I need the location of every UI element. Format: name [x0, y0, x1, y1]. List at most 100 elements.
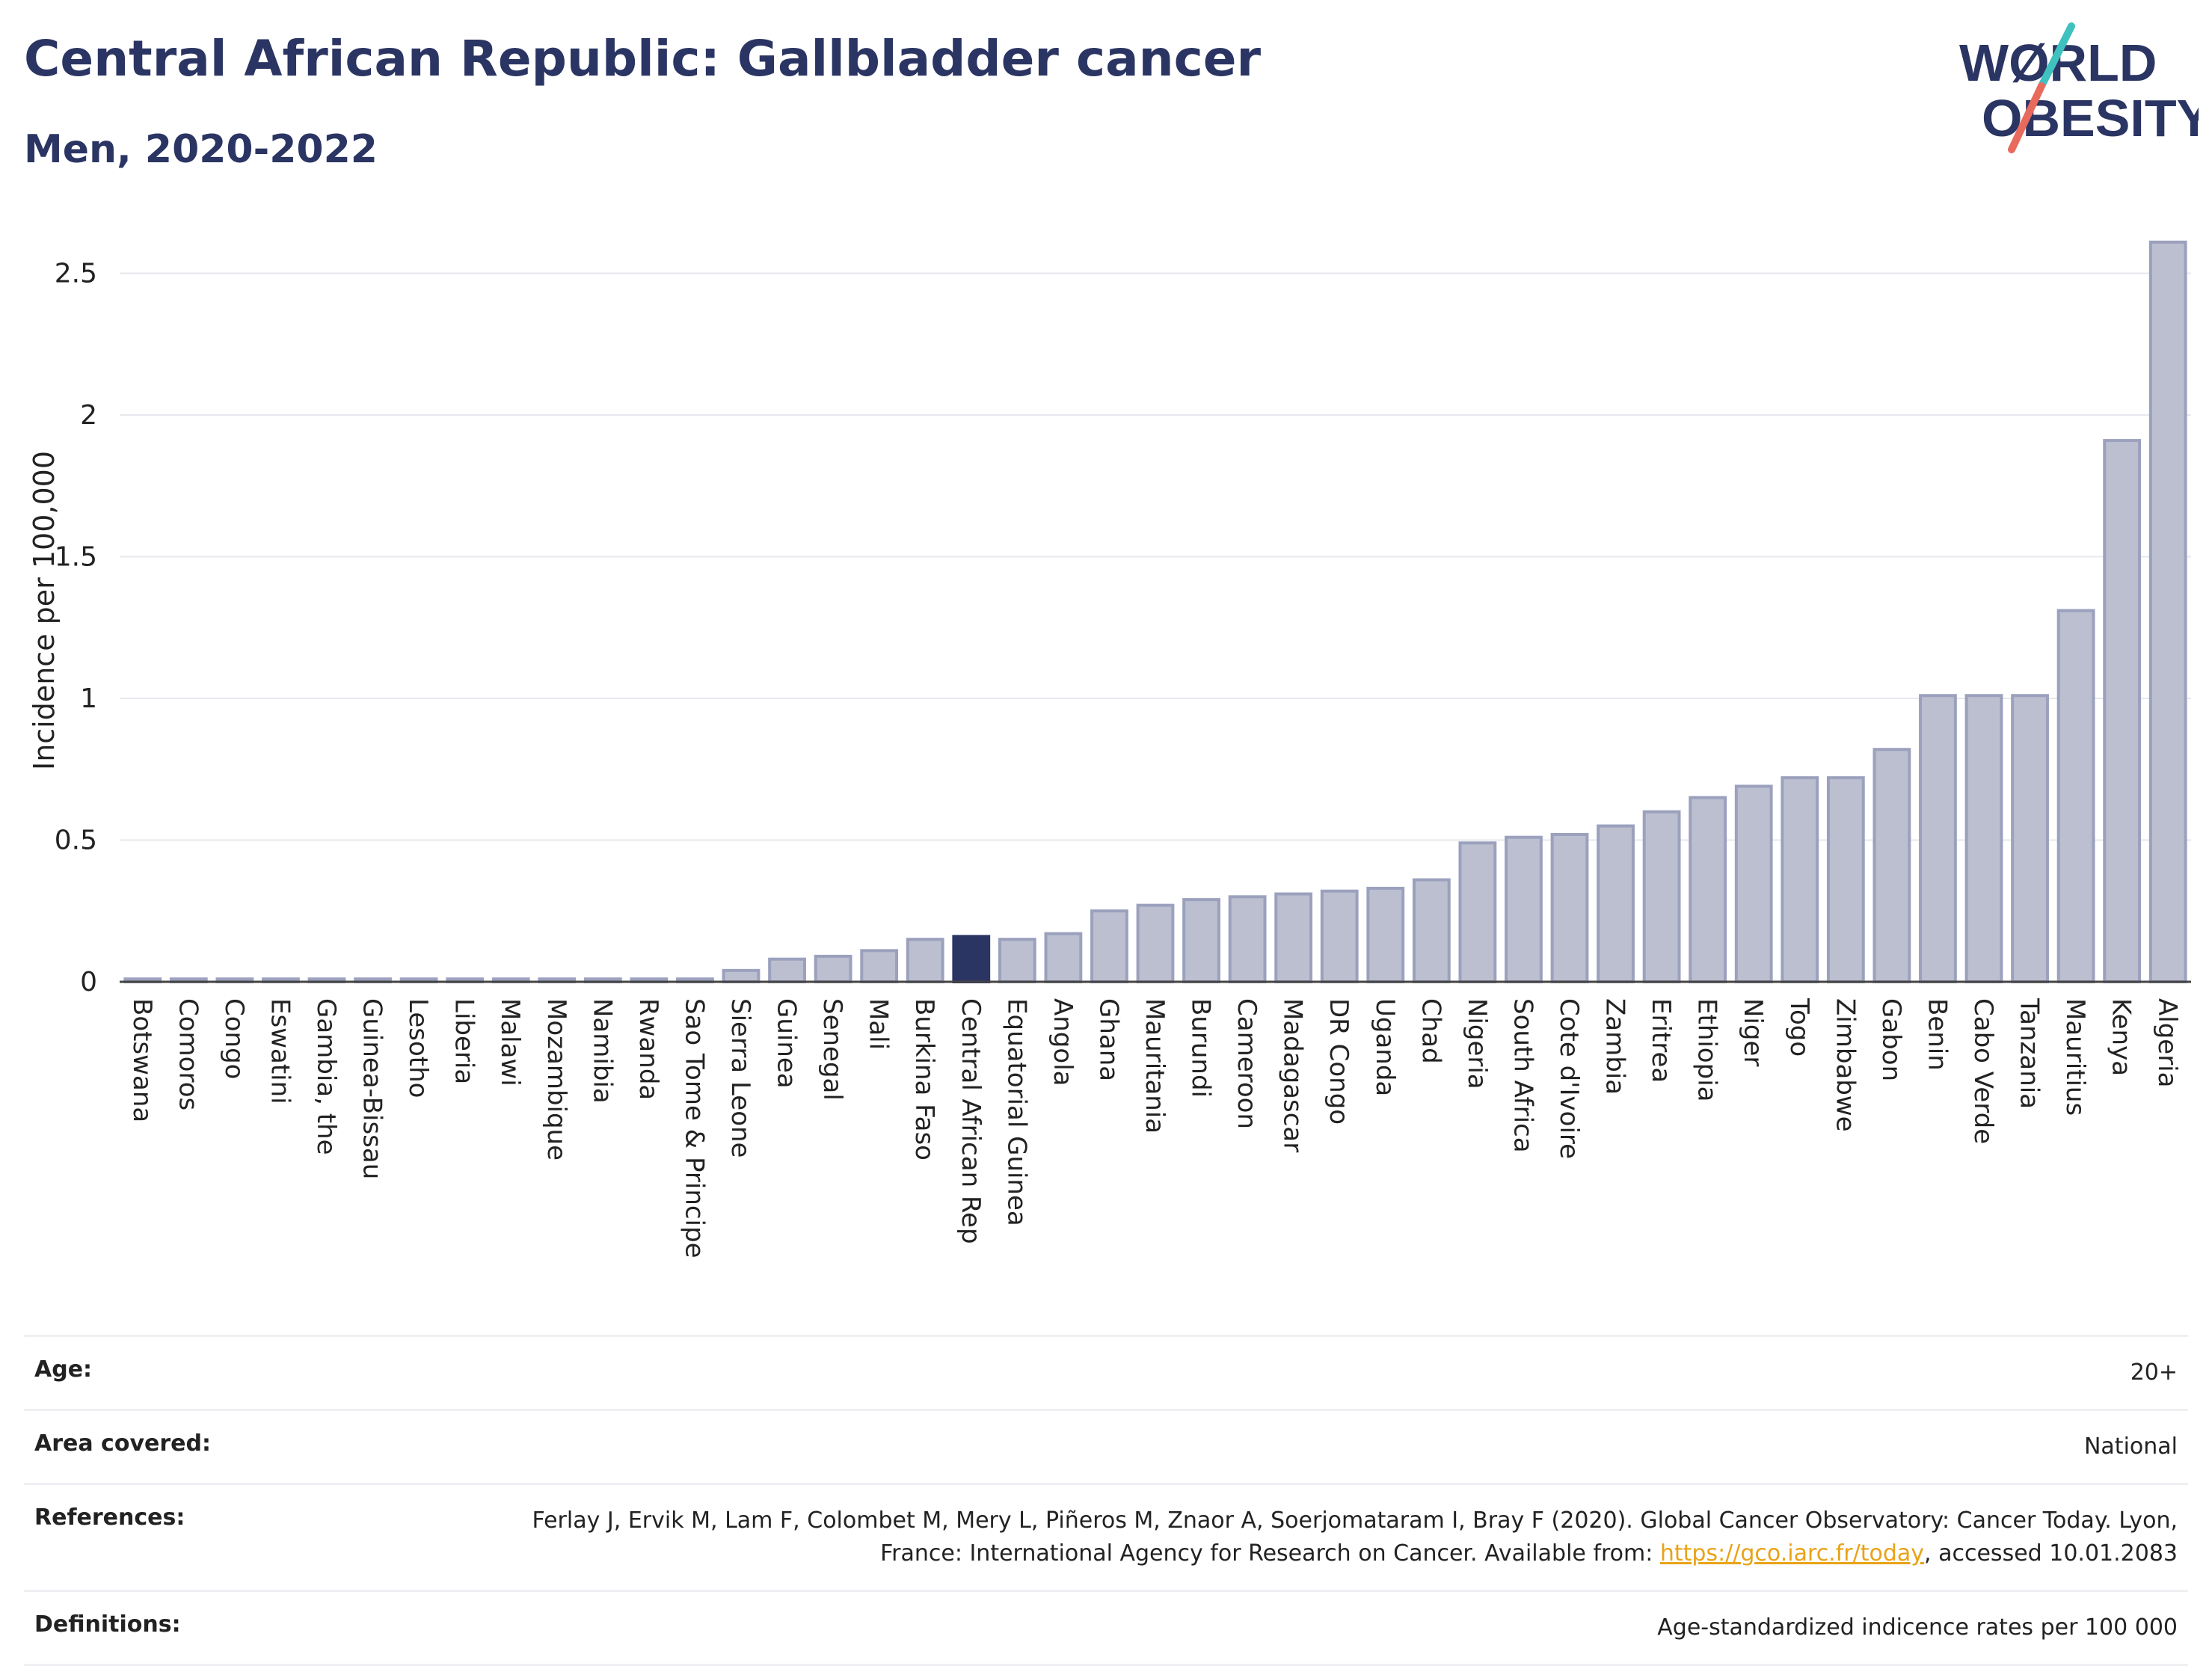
logo-slash-bottom	[2008, 82, 2045, 153]
x-tick-label: Mali	[864, 998, 894, 1050]
bar	[2148, 240, 2187, 983]
y-tick-label: 2	[80, 400, 97, 431]
logo-slash-top	[2038, 22, 2075, 90]
bar	[1781, 776, 1819, 983]
bar	[2011, 694, 2049, 983]
x-tick-label: Equatorial Guinea	[1001, 998, 1031, 1226]
x-tick-label: Rwanda	[633, 998, 663, 1100]
x-tick-label: Tanzania	[2015, 998, 2044, 1109]
bar	[1505, 835, 1543, 983]
x-tick-label: Eritrea	[1646, 998, 1676, 1083]
x-tick-label: Lesotho	[403, 998, 433, 1098]
bar	[1689, 796, 1727, 983]
x-tick-label: South Africa	[1508, 998, 1537, 1153]
page-title: Central African Republic: Gallbladder ca…	[24, 30, 1262, 87]
info-row-references: References: Ferlay J, Ervik M, Lam F, Co…	[24, 1483, 2188, 1590]
bar	[1734, 784, 1773, 983]
bar	[860, 949, 899, 984]
x-tick-label: Central African Rep	[956, 998, 986, 1244]
info-table: Age: 20+ Area covered: National Referenc…	[24, 1335, 2188, 1666]
x-tick-label: Algeria	[2152, 998, 2182, 1087]
x-tick-label: Sao Tome & Principe	[679, 998, 709, 1258]
x-tick-label: Burkina Faso	[909, 998, 939, 1161]
x-tick-label: Kenya	[2107, 998, 2136, 1076]
x-tick-label: Ghana	[1093, 998, 1123, 1081]
bar	[2056, 609, 2095, 983]
x-tick-label: Chad	[1416, 998, 1446, 1064]
x-tick-label: DR Congo	[1324, 998, 1354, 1125]
references-value: Ferlay J, Ervik M, Lam F, Colombet M, Me…	[458, 1504, 2178, 1570]
x-tick-label: Sierra Leone	[725, 998, 755, 1158]
x-tick-label: Burundi	[1186, 998, 1216, 1098]
bar	[722, 968, 761, 984]
bar	[1412, 878, 1451, 983]
references-text: Ferlay J, Ervik M, Lam F, Colombet M, Me…	[532, 1507, 2178, 1567]
x-tick-label: Togo	[1784, 998, 1814, 1057]
x-tick-label: Malawi	[495, 998, 525, 1086]
x-tick-label: Zimbabwe	[1830, 998, 1860, 1132]
bar	[1320, 889, 1359, 983]
x-tick-label: Mauritania	[1140, 998, 1170, 1134]
bar	[1550, 832, 1589, 983]
page-subtitle: Men, 2020-2022	[24, 127, 378, 172]
x-tick-label: Madagascar	[1278, 998, 1308, 1152]
x-tick-label: Eswatini	[265, 998, 295, 1104]
x-tick-label: Angola	[1048, 998, 1078, 1086]
definitions-label: Definitions:	[34, 1611, 181, 1638]
x-tick-label: Gabon	[1876, 998, 1906, 1081]
bar	[1919, 694, 1957, 983]
bar	[1964, 694, 2003, 983]
x-tick-label: Uganda	[1370, 998, 1400, 1096]
bar	[952, 935, 991, 983]
bar-chart: 0 0.5 1 1.5 2 2.5 Incidence per 100,000 Botswan…	[28, 240, 2191, 1258]
y-tick-label: 0	[80, 967, 97, 998]
age-label: Age:	[34, 1356, 93, 1383]
y-tick-label: 1.5	[55, 541, 97, 572]
bar	[1597, 824, 1635, 983]
info-row-age: Age: 20+	[24, 1335, 2188, 1409]
bar	[1136, 903, 1175, 984]
bar	[1642, 810, 1681, 984]
bar	[998, 938, 1036, 983]
bar	[1228, 895, 1267, 984]
x-tick-label: Senegal	[817, 998, 847, 1101]
x-tick-label: Guinea	[772, 998, 802, 1089]
age-value: 20+	[2130, 1359, 2178, 1386]
y-tick-label: 1	[80, 683, 97, 714]
bar	[906, 938, 944, 983]
area-label: Area covered:	[34, 1430, 211, 1457]
x-tick-label: Nigeria	[1462, 998, 1492, 1089]
x-tick-label: Mozambique	[541, 998, 571, 1161]
definitions-value: Age-standardized indicence rates per 100…	[1657, 1614, 2178, 1641]
logo-line1: WØRLD	[1959, 34, 2157, 92]
references-label: References:	[34, 1504, 185, 1531]
bar	[1366, 886, 1405, 984]
bar	[768, 957, 806, 984]
x-tick-label: Botswana	[127, 998, 157, 1122]
x-tick-label: Cameroon	[1232, 998, 1262, 1129]
bar	[2103, 439, 2142, 983]
bar	[1872, 748, 1911, 983]
bar	[1826, 776, 1865, 983]
references-link[interactable]: https://gco.iarc.fr/today	[1659, 1540, 1925, 1567]
y-axis-label: Incidence per 100,000	[28, 451, 61, 770]
x-tick-label: Cabo Verde	[1968, 998, 1998, 1144]
x-tick-label: Comoros	[173, 998, 203, 1110]
bar	[1182, 898, 1220, 983]
bar	[1274, 892, 1313, 984]
x-tick-label: Gambia, the	[311, 998, 341, 1155]
x-tick-label: Namibia	[587, 998, 617, 1104]
bar	[1090, 909, 1128, 983]
area-value: National	[2083, 1433, 2178, 1460]
x-tick-label: Liberia	[449, 998, 479, 1084]
y-tick-label: 0.5	[55, 825, 97, 855]
x-tick-label: Benin	[1922, 998, 1952, 1071]
bar	[1458, 841, 1497, 983]
y-tick-label: 2.5	[55, 258, 97, 289]
x-tick-label: Mauritius	[2060, 998, 2090, 1116]
x-tick-label: Ethiopia	[1692, 998, 1722, 1101]
x-tick-label: Niger	[1738, 998, 1768, 1066]
x-tick-label: Zambia	[1600, 998, 1630, 1095]
world-obesity-logo: WØRLD OBESITY	[1959, 22, 2199, 153]
x-tick-label: Guinea-Bissau	[357, 998, 387, 1179]
